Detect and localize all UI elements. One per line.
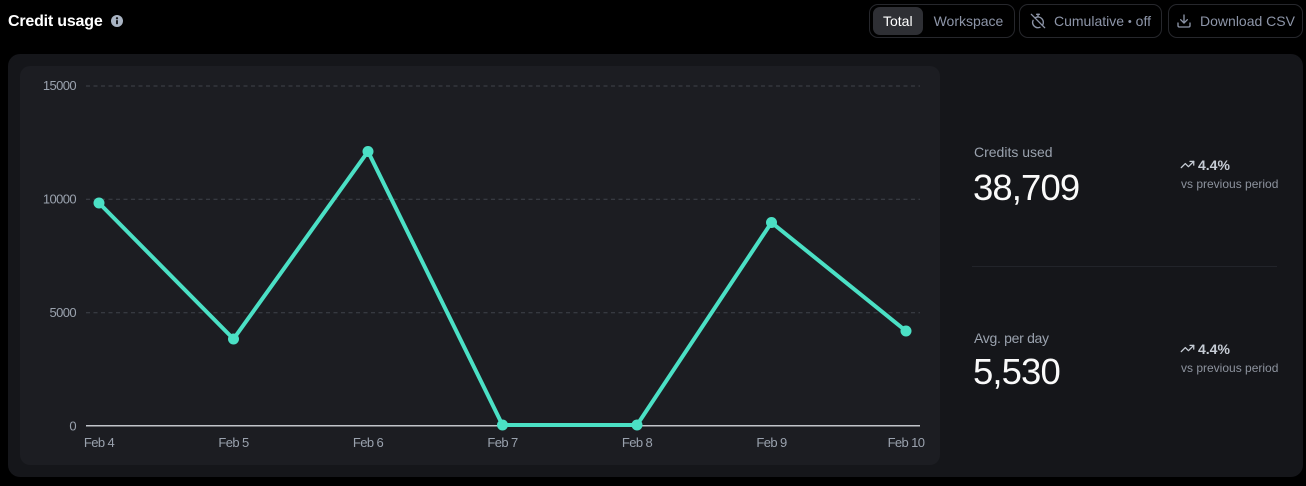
svg-text:Feb 9: Feb 9 [756,435,787,450]
svg-text:10000: 10000 [43,192,77,207]
svg-text:Feb 5: Feb 5 [218,435,249,450]
svg-text:Feb 10: Feb 10 [888,435,925,450]
svg-text:Feb 6: Feb 6 [353,435,384,450]
svg-text:Feb 8: Feb 8 [622,435,653,450]
svg-text:0: 0 [69,419,76,434]
svg-text:15000: 15000 [43,78,77,93]
svg-text:5000: 5000 [49,305,76,320]
svg-text:Feb 4: Feb 4 [84,435,115,450]
svg-text:Feb 7: Feb 7 [487,435,518,450]
